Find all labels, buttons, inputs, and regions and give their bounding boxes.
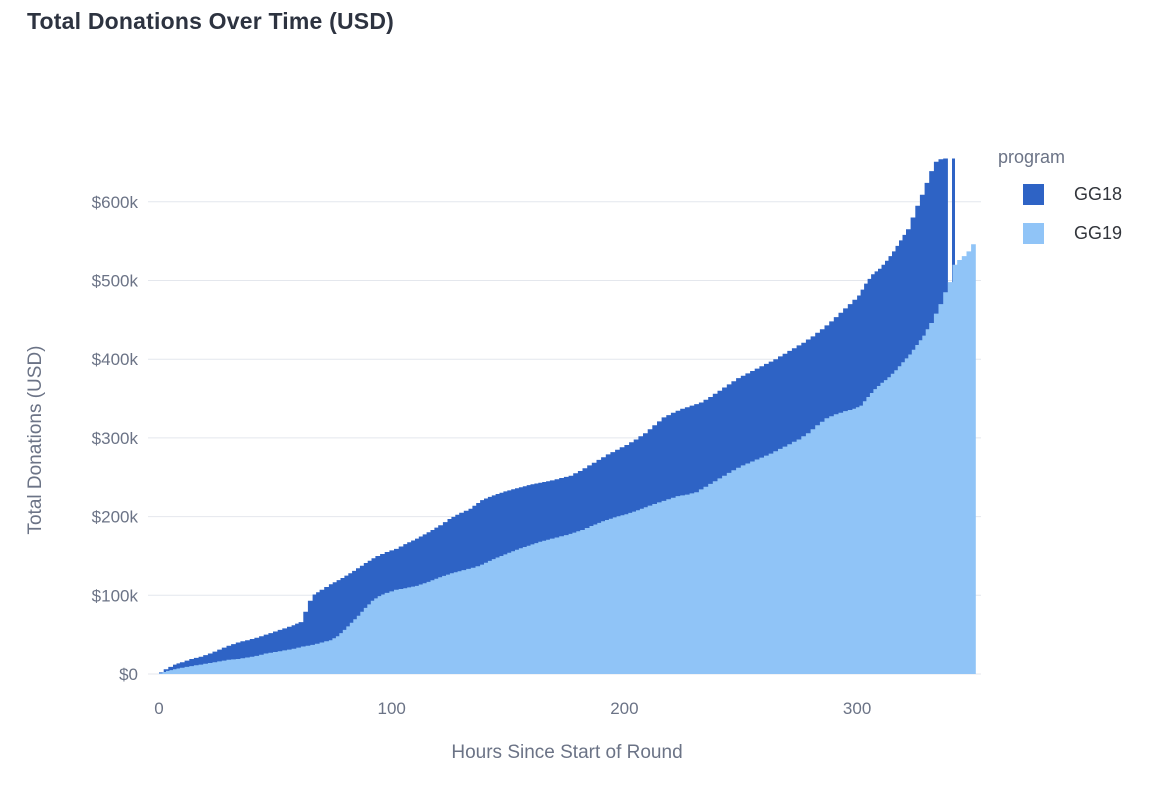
x-tick-label: 100 [378,699,406,718]
gg19-area [159,235,976,674]
legend-label-gg18: GG18 [1074,183,1123,204]
legend-label-gg19: GG19 [1074,222,1123,243]
y-axis-title: Total Donations (USD) [25,345,46,535]
y-tick-label: $300k [92,429,139,448]
x-axis-title: Hours Since Start of Round [451,742,683,763]
y-tick-label: $400k [92,350,139,369]
y-tick-label: $0 [119,665,138,684]
x-tick-label: 300 [843,699,871,718]
x-tick-label: 0 [154,699,163,718]
y-tick-label: $500k [92,272,139,291]
gg18-swatch-icon [1023,183,1044,205]
y-tick-label: $100k [92,586,139,605]
y-tick-label: $200k [92,508,139,527]
legend-entry-gg18[interactable]: GG18 [998,183,1122,205]
chart-title: Total Donations Over Time (USD) [27,8,395,34]
legend: program GG18 GG19 [998,147,1122,244]
y-tick-label: $600k [92,193,139,212]
x-tick-label: 200 [610,699,638,718]
gg19-swatch-icon [1023,222,1044,244]
legend-entry-gg19[interactable]: GG19 [998,222,1122,244]
legend-title: program [998,147,1066,167]
